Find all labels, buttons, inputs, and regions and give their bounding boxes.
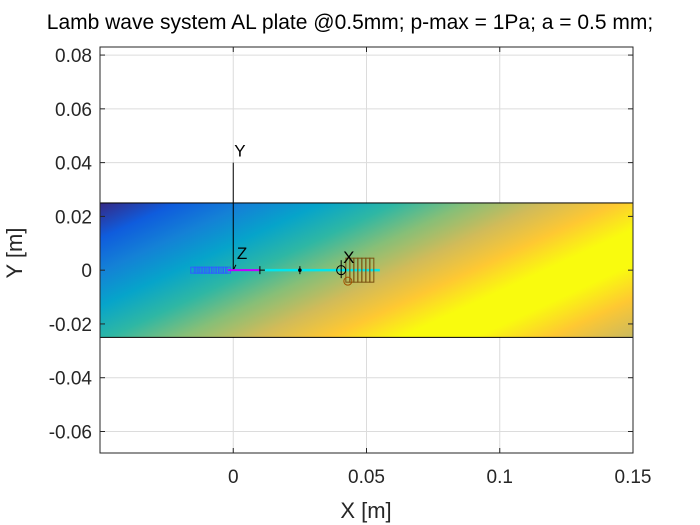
- triad-label-z: Z: [237, 244, 247, 263]
- actuator-coil: [204, 266, 211, 274]
- y-tick-label: 0: [81, 261, 92, 282]
- actuator-coil: [217, 266, 224, 274]
- y-tick-label: 0.06: [55, 100, 92, 121]
- actuator-coil: [211, 266, 218, 274]
- chart-title: Lamb wave system AL plate @0.5mm; p-max …: [47, 11, 653, 34]
- x-tick-label: 0.1: [487, 467, 513, 488]
- y-tick-label: 0.04: [55, 154, 92, 175]
- y-tick-label: -0.06: [49, 422, 92, 443]
- y-tick-label: -0.02: [49, 315, 92, 336]
- actuator-coil: [200, 266, 207, 274]
- sensor-coil: [369, 257, 375, 283]
- triad-label-y: Y: [234, 142, 245, 161]
- x-tick-label: 0.05: [348, 467, 385, 488]
- y-axis-ticks: 0.08 0.06 0.04 0.02 0 -0.02 -0.04 -0.06: [49, 46, 633, 443]
- plot-area: Y Z X: [99, 46, 634, 454]
- actuator-coil: [214, 266, 221, 274]
- actuator-coil: [207, 266, 214, 274]
- sensor-ring-lower: [343, 276, 353, 286]
- y-tick-label: 0.02: [55, 207, 92, 228]
- actuator-coil: [193, 266, 200, 274]
- sensor-label: X: [343, 248, 354, 267]
- y-tick-label: -0.04: [49, 369, 93, 390]
- y-axis-label: Y [m]: [2, 228, 27, 279]
- actuator-coil: [221, 266, 228, 274]
- actuator-coil: [190, 266, 197, 274]
- x-axis-ticks: 0 0.05 0.1 0.15: [228, 47, 652, 488]
- actuator-coil: [197, 266, 204, 274]
- y-tick-label: 0.08: [55, 46, 92, 67]
- joint-point: [298, 268, 302, 272]
- x-tick-label: 0: [228, 467, 239, 488]
- x-tick-label: 0.15: [615, 467, 652, 488]
- x-axis-label: X [m]: [340, 498, 391, 523]
- transducer-markers: X: [190, 248, 380, 286]
